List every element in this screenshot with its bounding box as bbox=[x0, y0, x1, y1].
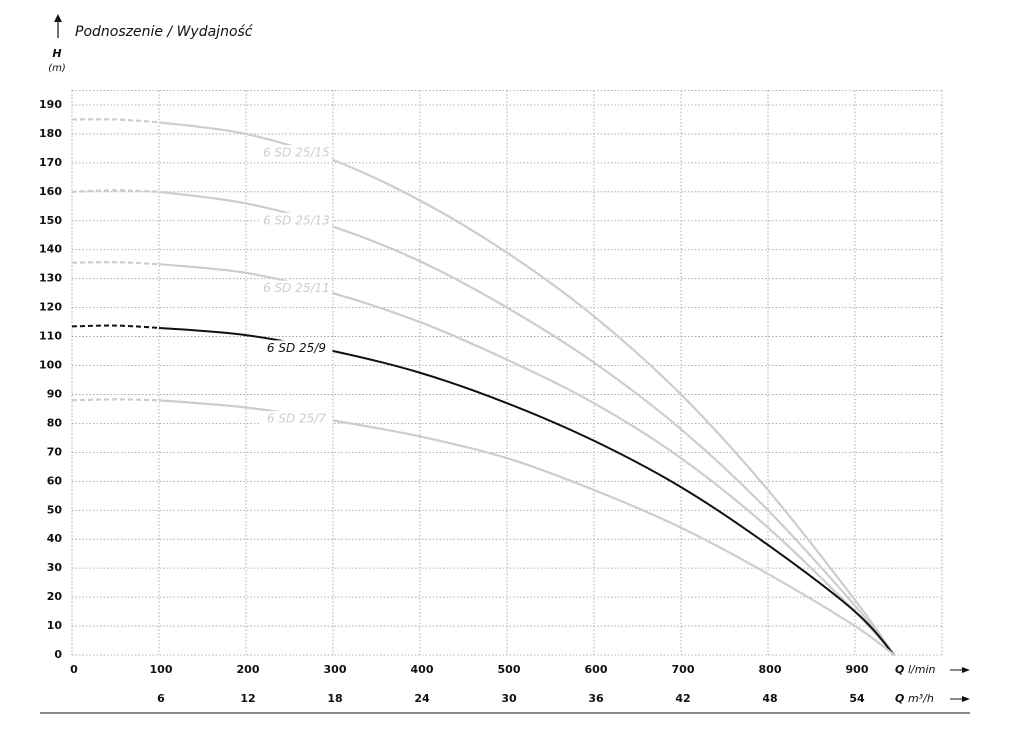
x2-tick-label: 24 bbox=[414, 692, 430, 705]
x-arrowhead bbox=[962, 667, 970, 673]
curve-label: 6 SD 25/15 bbox=[263, 146, 330, 160]
x-tick-label: 200 bbox=[237, 663, 260, 676]
x-tick-label: 500 bbox=[498, 663, 521, 676]
y-tick-label: 190 bbox=[39, 98, 62, 111]
y-arrowhead bbox=[54, 14, 62, 22]
curve-label: 6 SD 25/9 bbox=[267, 341, 326, 355]
x-tick-label: 400 bbox=[411, 663, 434, 676]
curve-label-bg bbox=[260, 340, 333, 357]
chart-title: Podnoszenie / Wydajność bbox=[75, 24, 254, 40]
y-tick-label: 160 bbox=[39, 185, 62, 198]
y-tick-label: 110 bbox=[39, 330, 62, 343]
x2-tick-label: 54 bbox=[849, 692, 865, 705]
x2-tick-label: 6 bbox=[157, 692, 165, 705]
curve-dashed bbox=[71, 398, 160, 402]
y-tick-label: 90 bbox=[47, 387, 63, 400]
x-tick-label: 0 bbox=[70, 663, 78, 676]
curve-label-bg bbox=[260, 280, 333, 297]
x-tick-label: 300 bbox=[324, 663, 347, 676]
x-tick-label: 600 bbox=[585, 663, 608, 676]
y-tick-label: 140 bbox=[39, 243, 62, 256]
y-tick-label: 170 bbox=[39, 156, 62, 169]
y-tick-label: 120 bbox=[39, 301, 62, 314]
curve bbox=[158, 326, 895, 656]
x2-tick-label: 42 bbox=[675, 692, 690, 705]
y-tick-label: 60 bbox=[47, 474, 63, 487]
y-tick-label: 20 bbox=[47, 590, 63, 603]
curve-dashed bbox=[71, 261, 160, 266]
curve-label: 6 SD 25/7 bbox=[267, 412, 326, 426]
y-tick-label: 180 bbox=[39, 127, 62, 140]
y-tick-label: 130 bbox=[39, 272, 62, 285]
y-tick-label: 0 bbox=[54, 648, 62, 661]
curve-label: 6 SD 25/11 bbox=[263, 281, 330, 295]
x-tick-label: 900 bbox=[846, 663, 869, 676]
x-tick-label: 700 bbox=[672, 663, 695, 676]
x2-tick-label: 48 bbox=[762, 692, 777, 705]
curve bbox=[158, 121, 896, 656]
x2-tick-label: 12 bbox=[240, 692, 255, 705]
y-tick-label: 10 bbox=[47, 619, 63, 632]
curve-label-bg bbox=[260, 145, 333, 162]
y-tick-label: 100 bbox=[39, 359, 62, 372]
y-tick-label: 150 bbox=[39, 214, 62, 227]
y-tick-label: 30 bbox=[47, 561, 63, 574]
y-label-symbol: H bbox=[52, 47, 61, 60]
curve-dashed bbox=[71, 189, 160, 193]
y-tick-label: 50 bbox=[47, 503, 63, 516]
x-tick-label: 800 bbox=[759, 663, 782, 676]
x2-label-unit: m³/h bbox=[908, 692, 934, 705]
y-tick-label: 70 bbox=[47, 445, 63, 458]
y-tick-label: 40 bbox=[47, 532, 63, 545]
x-tick-label: 100 bbox=[150, 663, 173, 676]
x2-tick-label: 30 bbox=[501, 692, 517, 705]
curve-label: 6 SD 25/13 bbox=[263, 213, 330, 227]
x-label-unit: l/min bbox=[908, 663, 936, 676]
x2-label-symbol: Q bbox=[895, 692, 904, 705]
curve-dashed bbox=[71, 324, 160, 329]
y-tick-label: 80 bbox=[47, 416, 63, 429]
curve bbox=[158, 263, 895, 656]
curve-dashed bbox=[71, 118, 160, 124]
curve-label-bg bbox=[260, 411, 333, 428]
curve-label-bg bbox=[260, 212, 333, 229]
x-label-symbol: Q bbox=[895, 663, 904, 676]
x2-tick-label: 36 bbox=[588, 692, 604, 705]
x2-tick-label: 18 bbox=[327, 692, 342, 705]
y-label-unit: (m) bbox=[48, 63, 66, 74]
x2-arrowhead bbox=[962, 696, 970, 702]
